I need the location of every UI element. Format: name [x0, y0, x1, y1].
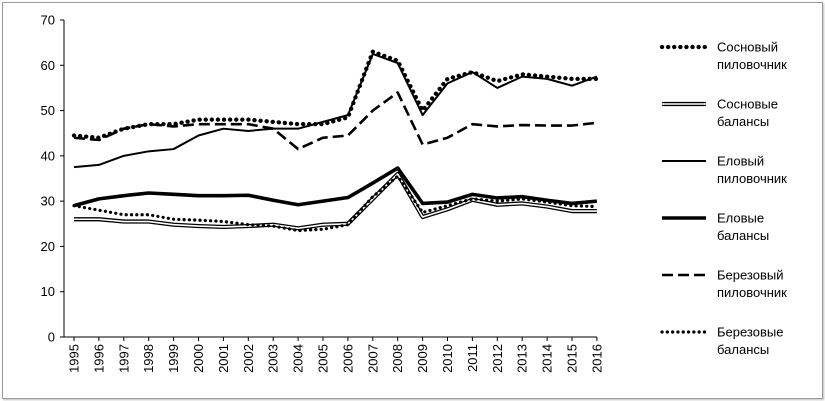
legend-item-2: Сосновые балансы [662, 97, 778, 129]
legend-label: Сосновые [717, 97, 778, 112]
series-line [73, 91, 598, 151]
x-tick-label: 2002 [241, 344, 256, 373]
legend-label: Еловые [717, 211, 764, 226]
x-tick-label: 2012 [490, 344, 505, 373]
legend-label: пиловочник [717, 171, 787, 186]
x-tick-label: 2000 [191, 344, 206, 373]
x-tick-label: 2004 [291, 344, 306, 373]
x-tick-label: 2005 [316, 344, 331, 373]
series-line [73, 166, 598, 208]
y-tick-label: 30 [41, 194, 55, 209]
legend-item-4: Еловые балансы [662, 211, 769, 243]
legend-label: Сосновый [717, 40, 778, 55]
legend-label: Еловый [717, 154, 764, 169]
x-tick-label: 1999 [166, 344, 181, 373]
x-tick-label: 2016 [589, 344, 604, 373]
y-tick-label: 50 [41, 103, 55, 118]
x-tick-label: 2009 [415, 344, 430, 373]
series-6 [72, 174, 599, 233]
x-tick-label: 2011 [465, 344, 480, 372]
legend-label: пиловочник [717, 57, 787, 72]
legend-label: Березовый [717, 268, 784, 283]
series-line [71, 49, 600, 140]
x-tick-label: 2007 [365, 344, 380, 373]
legend-label: балансы [717, 342, 769, 357]
x-tick-label: 2008 [390, 344, 405, 373]
x-tick-label: 1996 [91, 344, 106, 373]
chart-axes: 0 10 20 30 40 50 60 70 1995 1996 1997 1998 1999 2000 2… [41, 13, 605, 373]
x-tick-label: 2006 [340, 344, 355, 373]
y-tick-label: 0 [48, 330, 55, 345]
legend-label: балансы [717, 228, 769, 243]
y-tick-label: 20 [41, 239, 55, 254]
series-line [72, 174, 599, 233]
x-tick-label: 2015 [565, 344, 580, 373]
series-3 [73, 52, 598, 169]
legend-label: Березовые [717, 325, 783, 340]
x-tick-label: 2001 [216, 344, 231, 373]
legend-item-6: Березовые балансы [660, 325, 783, 357]
series-line [73, 52, 598, 169]
x-tick-label: 1997 [116, 344, 131, 373]
series-5 [73, 91, 598, 151]
x-tick-label: 2010 [440, 344, 455, 373]
legend-item-3: Еловый пиловочник [662, 154, 787, 186]
x-tick-label: 2003 [266, 344, 281, 373]
y-tick-label: 40 [41, 148, 55, 163]
series-1 [71, 49, 600, 140]
chart-series [71, 49, 600, 233]
legend-label: пиловочник [717, 285, 787, 300]
y-tick-label: 60 [41, 58, 55, 73]
x-tick-label: 1998 [141, 344, 156, 373]
x-tick-label: 1995 [67, 344, 82, 373]
legend-label: балансы [717, 114, 769, 129]
series-4 [73, 166, 598, 208]
series-line-inner [74, 173, 597, 230]
legend-item-5: Березовый пиловочник [662, 268, 787, 300]
y-tick-label: 10 [41, 284, 55, 299]
series-2 [74, 171, 597, 231]
y-tick-label: 70 [41, 13, 55, 28]
chart-legend: Сосновый пиловочник Сосновые балансы Еловый п… [659, 40, 787, 357]
x-tick-label: 2013 [515, 344, 530, 373]
legend-item-1: Сосновый пиловочник [659, 40, 787, 72]
x-tick-label: 2014 [540, 344, 555, 373]
